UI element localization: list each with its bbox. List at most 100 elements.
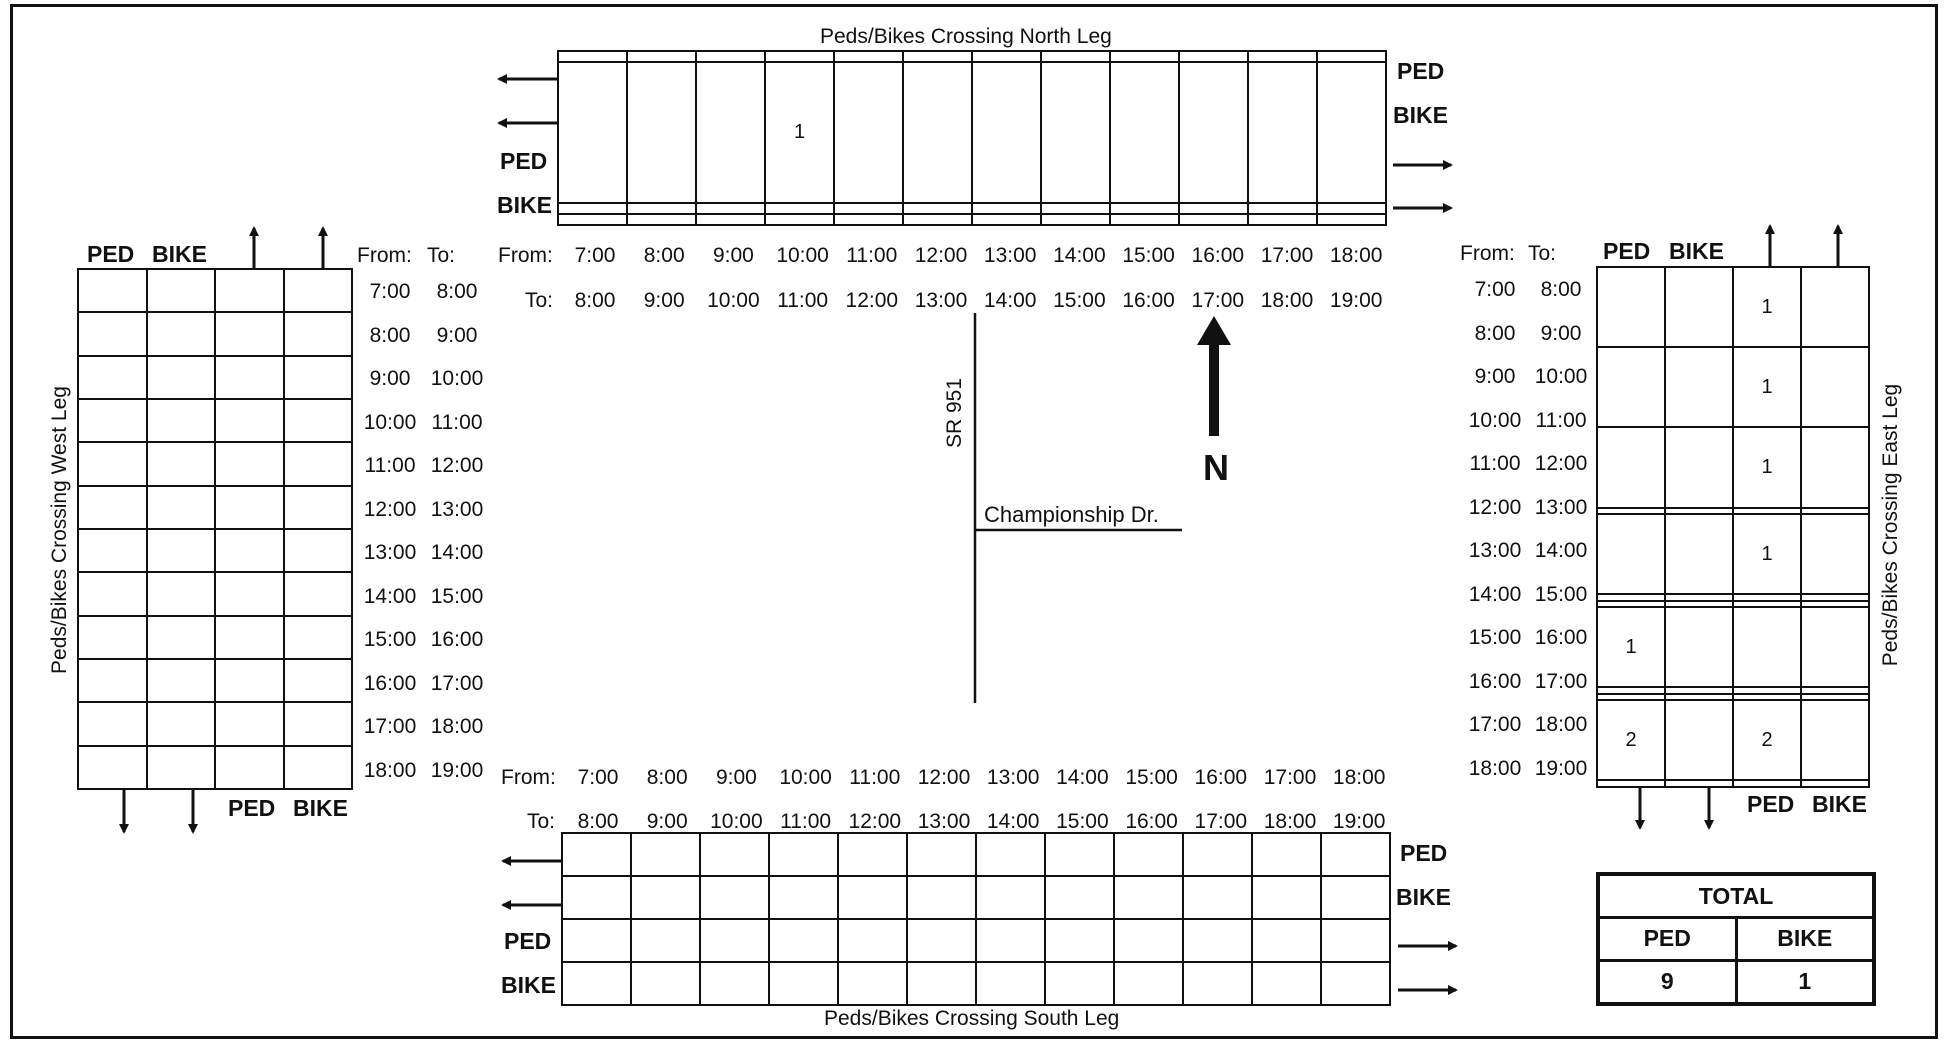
grid-cell[interactable] bbox=[1800, 506, 1870, 516]
grid-cell[interactable] bbox=[1596, 692, 1666, 702]
grid-cell[interactable] bbox=[557, 61, 628, 204]
grid-cell[interactable] bbox=[906, 875, 977, 920]
grid-cell[interactable] bbox=[626, 61, 697, 204]
grid-cell[interactable] bbox=[1800, 346, 1870, 429]
grid-cell[interactable] bbox=[1109, 61, 1180, 204]
grid-cell[interactable] bbox=[214, 701, 285, 747]
grid-cell[interactable] bbox=[630, 875, 701, 920]
grid-cell[interactable] bbox=[1596, 346, 1666, 429]
grid-cell[interactable] bbox=[1178, 201, 1249, 215]
grid-cell[interactable] bbox=[561, 961, 632, 1006]
grid-cell[interactable] bbox=[1247, 61, 1318, 204]
grid-cell[interactable] bbox=[77, 441, 148, 487]
grid-cell[interactable] bbox=[145, 571, 216, 617]
grid-cell[interactable] bbox=[214, 744, 285, 791]
grid-cell[interactable] bbox=[214, 397, 285, 444]
grid-cell[interactable] bbox=[833, 61, 904, 204]
grid-cell[interactable] bbox=[1732, 606, 1802, 689]
grid-cell[interactable] bbox=[214, 657, 285, 704]
grid-cell[interactable] bbox=[145, 484, 216, 530]
grid-cell[interactable] bbox=[282, 484, 353, 530]
grid-cell[interactable] bbox=[557, 201, 628, 215]
grid-cell[interactable] bbox=[145, 744, 216, 791]
grid-cell[interactable] bbox=[764, 201, 835, 215]
grid-cell[interactable] bbox=[833, 212, 904, 227]
grid-cell[interactable]: 1 bbox=[1732, 513, 1802, 596]
grid-cell[interactable] bbox=[214, 354, 285, 400]
grid-cell[interactable] bbox=[1664, 599, 1734, 609]
grid-cell[interactable] bbox=[77, 354, 148, 400]
grid-cell[interactable] bbox=[1182, 961, 1253, 1006]
grid-cell[interactable] bbox=[1800, 265, 1870, 349]
grid-cell[interactable] bbox=[145, 267, 216, 314]
grid-cell[interactable] bbox=[214, 441, 285, 487]
grid-cell[interactable] bbox=[1316, 49, 1387, 64]
grid-cell[interactable] bbox=[768, 832, 839, 877]
grid-cell[interactable]: 1 bbox=[1596, 606, 1666, 689]
grid-cell[interactable] bbox=[1664, 699, 1734, 782]
grid-cell[interactable] bbox=[1800, 593, 1870, 602]
grid-cell[interactable] bbox=[1596, 593, 1666, 602]
grid-cell[interactable] bbox=[1664, 593, 1734, 602]
grid-cell[interactable] bbox=[975, 918, 1046, 963]
grid-cell[interactable] bbox=[282, 571, 353, 617]
grid-cell[interactable] bbox=[1596, 265, 1666, 349]
grid-cell[interactable] bbox=[145, 527, 216, 574]
grid-cell[interactable] bbox=[214, 571, 285, 617]
grid-cell[interactable] bbox=[1596, 506, 1666, 516]
grid-cell[interactable] bbox=[1182, 832, 1253, 877]
grid-cell[interactable] bbox=[77, 397, 148, 444]
grid-cell[interactable] bbox=[1664, 692, 1734, 702]
grid-cell[interactable] bbox=[902, 212, 973, 227]
grid-cell[interactable] bbox=[833, 49, 904, 64]
grid-cell[interactable] bbox=[77, 701, 148, 747]
grid-cell[interactable] bbox=[1316, 61, 1387, 204]
grid-cell[interactable] bbox=[1800, 692, 1870, 702]
grid-cell[interactable] bbox=[1664, 426, 1734, 509]
grid-cell[interactable] bbox=[1800, 606, 1870, 689]
grid-cell[interactable] bbox=[1316, 212, 1387, 227]
grid-cell[interactable] bbox=[561, 832, 632, 877]
grid-cell[interactable]: 1 bbox=[1732, 426, 1802, 509]
grid-cell[interactable] bbox=[699, 875, 770, 920]
grid-cell[interactable] bbox=[1320, 961, 1391, 1006]
grid-cell[interactable] bbox=[145, 657, 216, 704]
grid-cell[interactable] bbox=[837, 918, 908, 963]
grid-cell[interactable] bbox=[282, 657, 353, 704]
grid-cell[interactable] bbox=[902, 61, 973, 204]
grid-cell[interactable] bbox=[282, 701, 353, 747]
grid-cell[interactable] bbox=[1247, 49, 1318, 64]
grid-cell[interactable] bbox=[1316, 201, 1387, 215]
grid-cell[interactable] bbox=[1109, 201, 1180, 215]
grid-cell[interactable] bbox=[1800, 426, 1870, 509]
grid-cell[interactable]: 1 bbox=[1732, 346, 1802, 429]
grid-cell[interactable] bbox=[975, 832, 1046, 877]
grid-cell[interactable] bbox=[1800, 599, 1870, 609]
grid-cell[interactable]: 1 bbox=[764, 61, 835, 204]
grid-cell[interactable] bbox=[282, 267, 353, 314]
grid-cell[interactable] bbox=[1664, 686, 1734, 695]
grid-cell[interactable] bbox=[1109, 212, 1180, 227]
grid-cell[interactable] bbox=[695, 201, 766, 215]
grid-cell[interactable] bbox=[630, 918, 701, 963]
grid-cell[interactable] bbox=[1178, 212, 1249, 227]
grid-cell[interactable] bbox=[145, 397, 216, 444]
grid-cell[interactable]: 1 bbox=[1732, 265, 1802, 349]
grid-cell[interactable] bbox=[1247, 201, 1318, 215]
grid-cell[interactable] bbox=[1732, 779, 1802, 788]
grid-cell[interactable] bbox=[902, 201, 973, 215]
grid-cell[interactable] bbox=[906, 918, 977, 963]
grid-cell[interactable] bbox=[695, 212, 766, 227]
grid-cell[interactable] bbox=[1044, 875, 1115, 920]
grid-cell[interactable] bbox=[557, 49, 628, 64]
grid-cell[interactable] bbox=[1596, 686, 1666, 695]
grid-cell[interactable] bbox=[699, 961, 770, 1006]
grid-cell[interactable] bbox=[282, 744, 353, 791]
grid-cell[interactable] bbox=[833, 201, 904, 215]
grid-cell[interactable] bbox=[214, 484, 285, 530]
grid-cell[interactable] bbox=[764, 212, 835, 227]
grid-cell[interactable] bbox=[282, 354, 353, 400]
grid-cell[interactable] bbox=[1320, 832, 1391, 877]
grid-cell[interactable] bbox=[1800, 779, 1870, 788]
grid-cell[interactable] bbox=[77, 657, 148, 704]
